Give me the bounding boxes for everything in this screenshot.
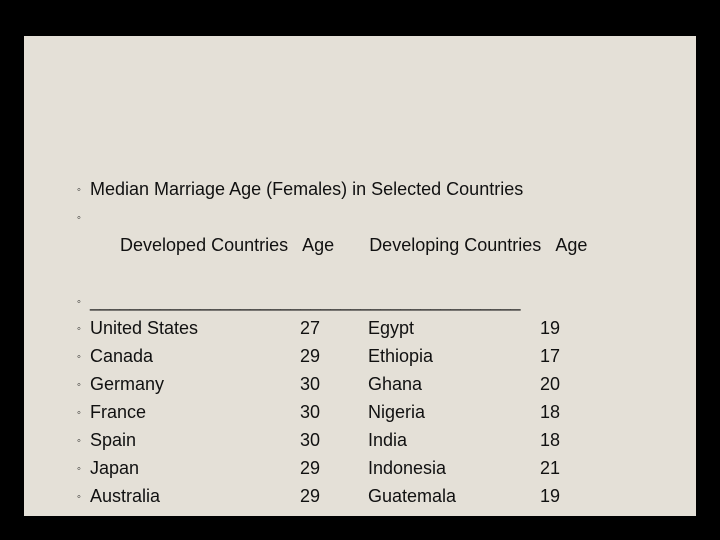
bullet-icon: ◦ <box>72 377 86 394</box>
title-line: ◦ Median Marriage Age (Females) in Selec… <box>72 176 648 204</box>
header-developed: Developed Countries <box>120 235 288 255</box>
table-row: ◦France30Nigeria18 <box>72 399 648 427</box>
cell-developing-country: Guatemala <box>350 483 520 511</box>
cell-age-developed: 27 <box>270 315 350 343</box>
cell-age-developing: 18 <box>520 399 580 427</box>
cell-developed-country: France <box>90 399 270 427</box>
bullet-icon: ◦ <box>72 349 86 366</box>
cell-developing-country: Nigeria <box>350 399 520 427</box>
bullet-icon: ◦ <box>72 321 86 338</box>
cell-developing-country: Ethiopia <box>350 343 520 371</box>
cell-developed-country: Canada <box>90 343 270 371</box>
cell-age-developed: 30 <box>270 427 350 455</box>
divider-line: ◦ ______________________________________… <box>72 288 648 316</box>
bullet-icon: ◦ <box>72 405 86 422</box>
cell-age-developing: 17 <box>520 343 580 371</box>
header-age1: Age <box>302 235 334 255</box>
row-columns: Canada29Ethiopia17 <box>90 343 580 371</box>
table-row: ◦United States27Egypt19 <box>72 315 648 343</box>
cell-developing-country: Ghana <box>350 371 520 399</box>
row-columns: Japan29Indonesia21 <box>90 455 580 483</box>
bullet-icon: ◦ <box>72 461 86 478</box>
cell-developed-country: United States <box>90 315 270 343</box>
cell-age-developed: 29 <box>270 343 350 371</box>
table-row: ◦Germany30Ghana20 <box>72 371 648 399</box>
data-rows: ◦United States27Egypt19◦Canada29Ethiopia… <box>72 315 648 510</box>
cell-age-developed: 29 <box>270 483 350 511</box>
table-row: ◦Japan29Indonesia21 <box>72 455 648 483</box>
cell-age-developed: 30 <box>270 371 350 399</box>
cell-developed-country: Germany <box>90 371 270 399</box>
row-columns: Germany30Ghana20 <box>90 371 580 399</box>
bullet-icon: ◦ <box>72 433 86 450</box>
row-columns: France30Nigeria18 <box>90 399 580 427</box>
cell-developing-country: Indonesia <box>350 455 520 483</box>
divider-underline: ________________________________________… <box>90 288 520 316</box>
header-developing: Developing Countries <box>369 235 541 255</box>
row-columns: United States27Egypt19 <box>90 315 580 343</box>
cell-developed-country: Spain <box>90 427 270 455</box>
cell-developed-country: Japan <box>90 455 270 483</box>
cell-age-developing: 20 <box>520 371 580 399</box>
bullet-icon: ◦ <box>72 294 86 311</box>
cell-age-developing: 19 <box>520 483 580 511</box>
cell-developing-country: India <box>350 427 520 455</box>
cell-developing-country: Egypt <box>350 315 520 343</box>
slide-body: ◦ Median Marriage Age (Females) in Selec… <box>24 36 696 516</box>
table-row: ◦Australia29Guatemala19 <box>72 483 648 511</box>
table-row: ◦Spain30India18 <box>72 427 648 455</box>
header-age2: Age <box>555 235 587 255</box>
header-line: ◦ Developed Countries Age Developing Cou… <box>72 204 648 288</box>
bullet-icon: ◦ <box>72 210 86 227</box>
row-columns: Australia29Guatemala19 <box>90 483 580 511</box>
slide-title: Median Marriage Age (Females) in Selecte… <box>90 176 523 204</box>
cell-age-developing: 21 <box>520 455 580 483</box>
cell-age-developing: 18 <box>520 427 580 455</box>
cell-developed-country: Australia <box>90 483 270 511</box>
bullet-icon: ◦ <box>72 489 86 506</box>
column-headers: Developed Countries Age Developing Count… <box>90 204 587 288</box>
row-columns: Spain30India18 <box>90 427 580 455</box>
cell-age-developed: 29 <box>270 455 350 483</box>
cell-age-developing: 19 <box>520 315 580 343</box>
bullet-icon: ◦ <box>72 182 86 199</box>
table-row: ◦Canada29Ethiopia17 <box>72 343 648 371</box>
cell-age-developed: 30 <box>270 399 350 427</box>
